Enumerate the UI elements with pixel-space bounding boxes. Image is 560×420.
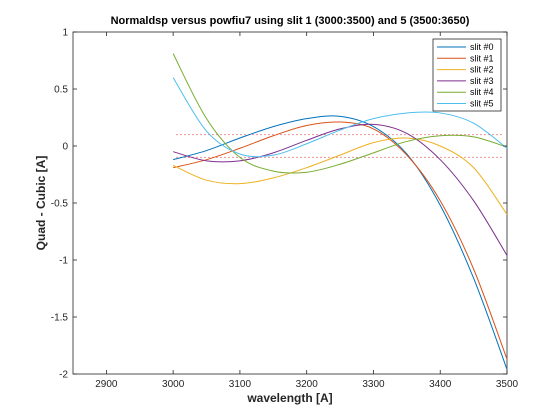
y-tick-label: -0.5	[51, 199, 69, 210]
legend-label-slit-1: slit #1	[470, 53, 494, 63]
x-tick-label: 3100	[229, 379, 252, 390]
series-lines	[172, 53, 508, 370]
y-tick-label: -1.5	[51, 313, 69, 324]
legend-label-slit-5: slit #5	[470, 99, 494, 109]
y-tick-label: -1	[59, 256, 68, 267]
series-line-slit-2	[172, 137, 508, 215]
legend-label-slit-0: slit #0	[470, 42, 494, 52]
y-axis-ticks: -2 -1.5 -1 -0.5 0 0.5 1	[51, 28, 507, 381]
series-line-slit-0	[173, 115, 508, 370]
series-line-slit-5	[172, 77, 508, 158]
y-tick-label: 0.5	[54, 85, 68, 96]
reference-lines	[176, 134, 504, 158]
x-tick-label: 3200	[296, 379, 319, 390]
x-tick-label: 3000	[162, 379, 185, 390]
chart-title: Normaldsp versus powfiu7 using slit 1 (3…	[111, 15, 470, 27]
legend-box	[432, 38, 502, 112]
y-tick-label: 0	[62, 142, 68, 153]
legend-label-slit-3: slit #3	[470, 76, 494, 86]
x-tick-label: 3500	[496, 379, 519, 390]
y-axis-label: Quad - Cubic [A]	[34, 156, 48, 251]
x-axis-label: wavelength [A]	[246, 391, 332, 405]
y-tick-label: 1	[62, 28, 68, 39]
series-line-slit-4	[172, 53, 508, 174]
legend-label-slit-2: slit #2	[470, 65, 494, 75]
y-tick-label: -2	[59, 370, 68, 381]
x-tick-label: 3300	[362, 379, 385, 390]
x-tick-label: 3400	[429, 379, 452, 390]
x-axis-ticks: 2900 3000 3100 3200 3300 3400 3500	[95, 32, 519, 390]
x-tick-label: 2900	[95, 379, 118, 390]
series-line-slit-3	[173, 123, 508, 256]
legend-label-slit-4: slit #4	[470, 87, 494, 97]
